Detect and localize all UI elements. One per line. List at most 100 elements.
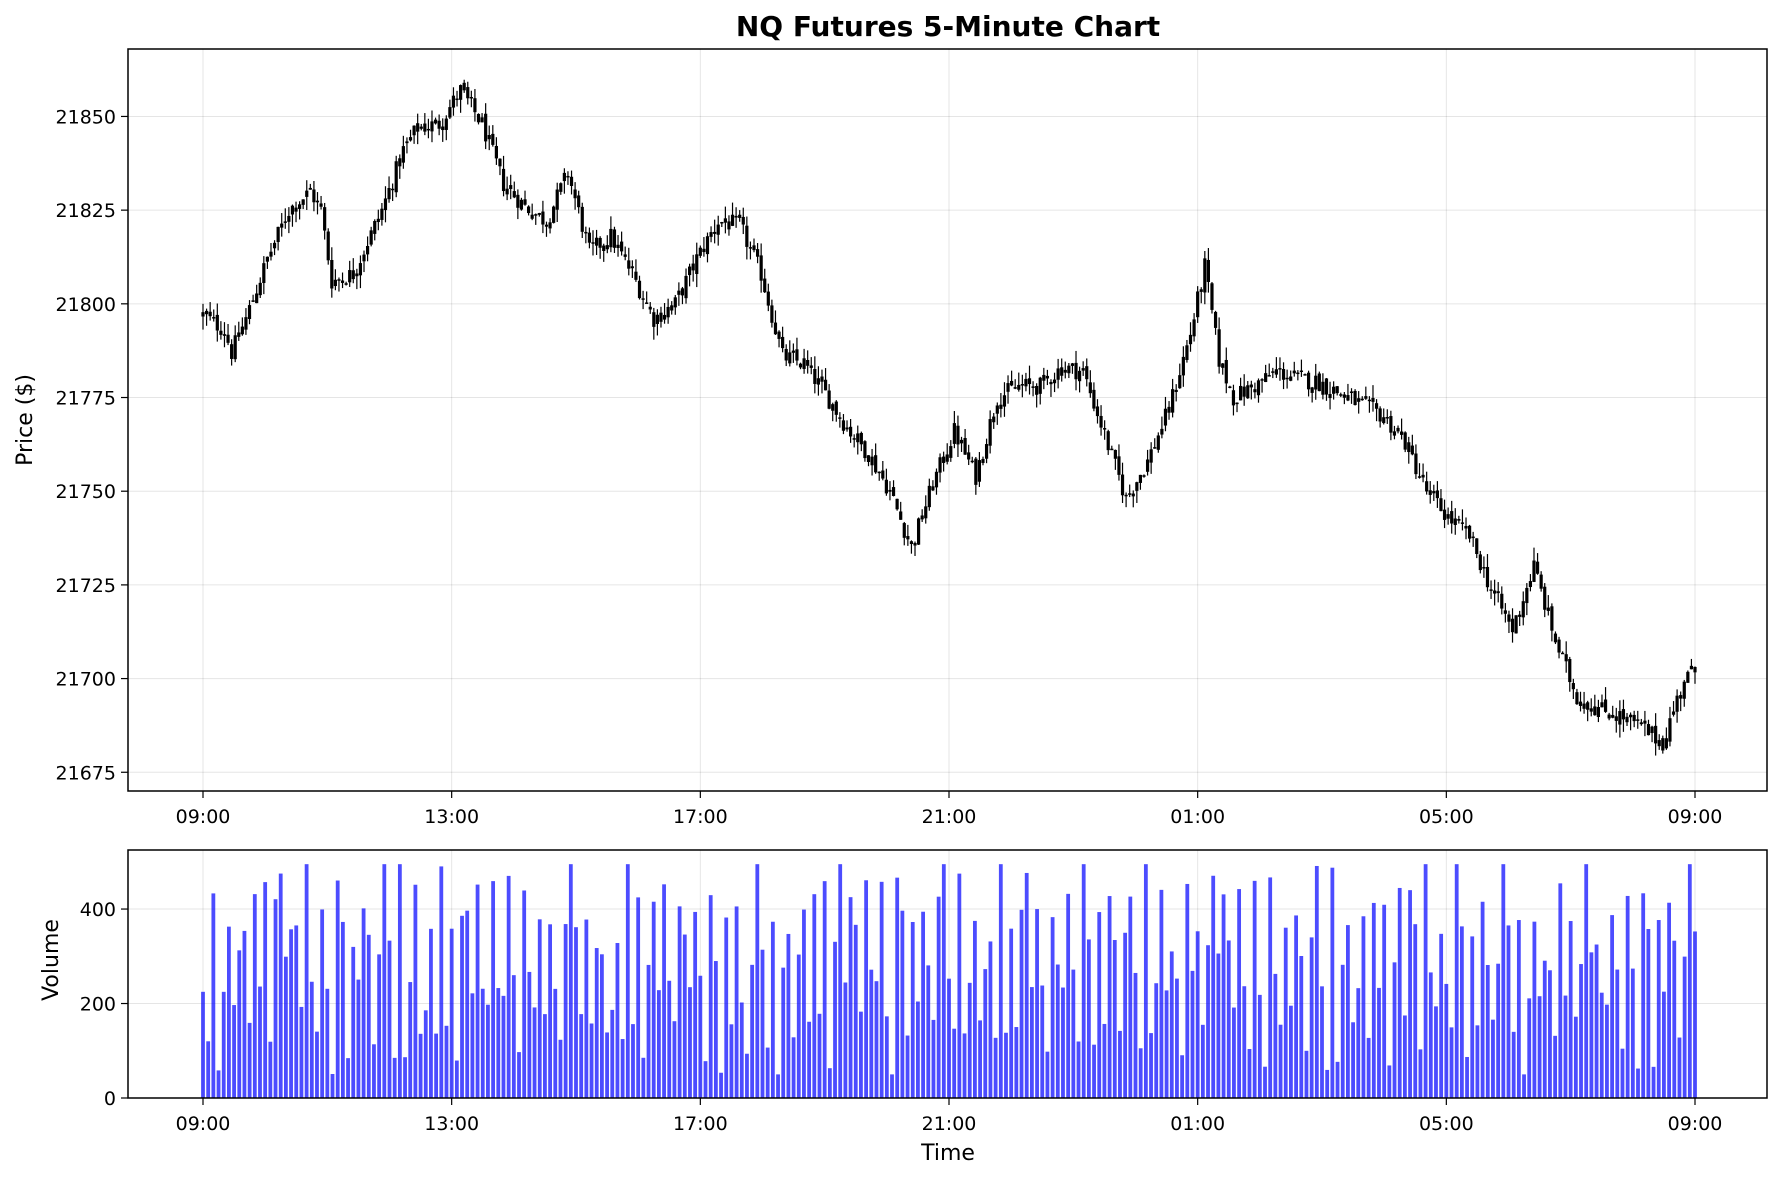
candle-body (1442, 509, 1447, 520)
volume-bar (776, 1074, 780, 1098)
candle (272, 240, 277, 256)
volume-bar (475, 884, 480, 1098)
candle (620, 231, 624, 256)
candle (1439, 489, 1443, 512)
candle-body (577, 195, 581, 208)
candle-body (884, 479, 888, 494)
candle (312, 180, 316, 212)
candle (684, 268, 688, 304)
candle-body (616, 244, 620, 248)
candle-body (1145, 459, 1150, 472)
candle-body (859, 432, 863, 445)
candle-body (459, 85, 463, 100)
candle-body (1188, 334, 1193, 345)
candle (394, 155, 398, 198)
candle (1621, 699, 1626, 732)
volume-bar (501, 995, 506, 1098)
candle-body (1439, 498, 1443, 512)
candle-body (1013, 387, 1017, 389)
volume-x-axis: 09:00 13:00 17:00 21:00 01:00 05:00 09:00 (176, 1098, 1722, 1135)
candle-body (977, 460, 982, 482)
candle (945, 443, 949, 465)
candle-body (1543, 586, 1547, 610)
volume-bar (258, 986, 262, 1098)
candle-body (938, 457, 942, 473)
candle-body (1031, 386, 1035, 388)
candle-body (1378, 408, 1382, 422)
volume-bar (1434, 1006, 1438, 1098)
volume-bar (662, 884, 666, 1098)
candle (580, 202, 584, 239)
candle (856, 425, 860, 455)
candle-body (1217, 329, 1221, 367)
volume-bar (1522, 1074, 1526, 1098)
candle-body (344, 283, 348, 285)
candle-body (251, 300, 255, 302)
volume-bar (1294, 915, 1298, 1098)
volume-bar (1615, 969, 1620, 1098)
candle-body (1242, 386, 1246, 397)
candle (1153, 438, 1157, 449)
candle (984, 438, 989, 464)
volume-x-tick-label: 05:00 (1419, 1113, 1474, 1135)
candle-body (516, 194, 520, 208)
candle-body (1382, 417, 1386, 424)
candle (1650, 725, 1654, 743)
candle (283, 208, 287, 229)
candle (1578, 691, 1583, 712)
candle (1149, 442, 1153, 474)
candle-body (967, 452, 971, 460)
candle-body (416, 123, 420, 132)
price-y-tick-label: 21725 (56, 575, 116, 597)
candle (730, 202, 735, 227)
candle (845, 420, 849, 432)
candle-body (312, 189, 316, 203)
candle-body (659, 312, 663, 322)
candle (1553, 631, 1558, 645)
candle-body (895, 498, 899, 510)
volume-bar (791, 1037, 796, 1098)
candle-body (466, 87, 470, 99)
candle-body (1414, 453, 1418, 475)
candle (480, 113, 484, 123)
candle-body (1074, 362, 1078, 380)
volume-bar (983, 969, 988, 1098)
volume-bar (1045, 1051, 1050, 1098)
candle-body (1621, 709, 1626, 720)
candle (1303, 373, 1307, 376)
candle (1600, 694, 1604, 708)
candle (244, 308, 248, 335)
candle (1353, 389, 1357, 406)
candle-body (652, 312, 656, 327)
candle (967, 444, 971, 466)
candle-body (1428, 490, 1432, 495)
volume-bar (600, 954, 604, 1098)
candle (1682, 679, 1686, 707)
candle (362, 250, 366, 273)
candle (1031, 381, 1035, 397)
candle (1392, 425, 1397, 440)
candle (1482, 556, 1486, 578)
candle (1077, 366, 1082, 393)
candle (1432, 484, 1436, 501)
candle (755, 243, 760, 264)
candle-body (1070, 363, 1075, 366)
candle-body (1528, 581, 1533, 588)
candle-body (1103, 428, 1107, 430)
candle-body (448, 107, 452, 118)
candle-body (888, 489, 892, 492)
candle (816, 366, 821, 396)
candle (1328, 381, 1332, 410)
candle-body (294, 207, 298, 212)
candle (233, 325, 237, 363)
volume-bar (879, 881, 884, 1098)
candle-body (330, 259, 334, 289)
volume-bar (1418, 1049, 1423, 1098)
volume-bar (548, 924, 552, 1098)
candle (870, 448, 874, 476)
candle (1185, 339, 1189, 363)
candle (265, 256, 270, 269)
candle (448, 99, 452, 120)
candle (1135, 481, 1139, 503)
